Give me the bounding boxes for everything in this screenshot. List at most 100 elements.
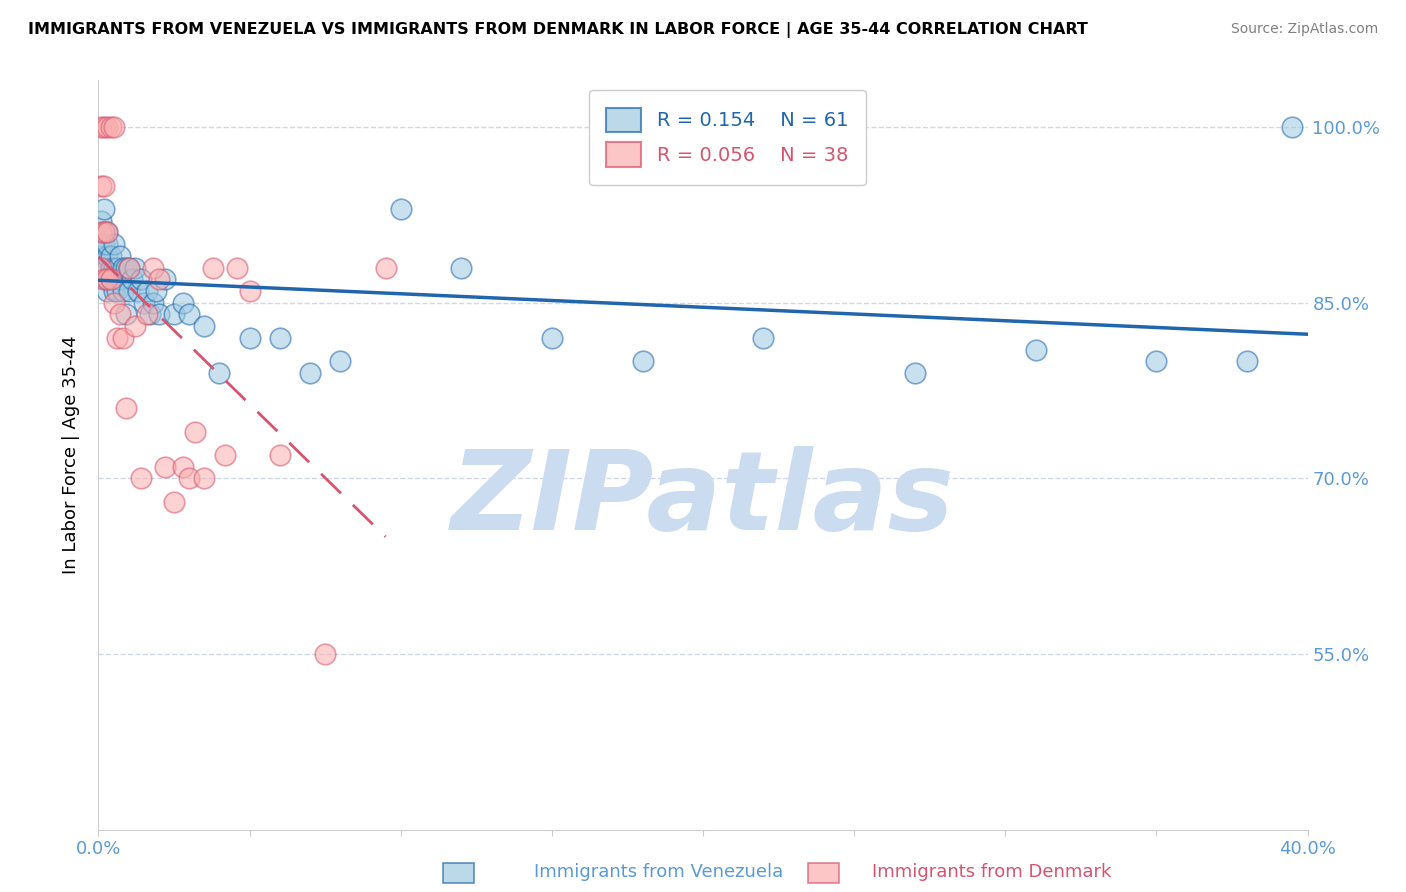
Point — [100, 260, 122, 275]
Point — [1144, 354, 1167, 368]
Point — [96, 284, 118, 298]
Point — [108, 249, 131, 263]
Point — [193, 319, 215, 334]
Point — [269, 448, 291, 462]
Point — [450, 260, 472, 275]
Point — [142, 295, 165, 310]
Point — [96, 272, 118, 286]
Point — [121, 272, 143, 286]
Text: ZIPatlas: ZIPatlas — [451, 446, 955, 553]
Point — [127, 284, 149, 298]
Point — [93, 272, 115, 286]
Point — [374, 260, 396, 275]
Point — [93, 202, 115, 216]
Text: Immigrants from Venezuela: Immigrants from Venezuela — [534, 863, 783, 881]
Point — [118, 260, 141, 275]
Point — [163, 307, 186, 321]
Point — [153, 459, 176, 474]
Text: Source: ZipAtlas.com: Source: ZipAtlas.com — [1230, 22, 1378, 37]
Point — [153, 272, 176, 286]
Point — [172, 459, 194, 474]
Point — [90, 260, 112, 275]
Point — [132, 295, 155, 310]
Point — [329, 354, 352, 368]
Point — [208, 366, 231, 380]
Point — [90, 178, 112, 193]
Point — [179, 471, 201, 485]
Point — [96, 249, 118, 263]
Point — [93, 178, 115, 193]
Point — [129, 272, 152, 286]
Point — [1236, 354, 1258, 368]
Point — [135, 307, 157, 321]
Point — [148, 272, 170, 286]
Point — [90, 249, 112, 263]
Point — [118, 260, 141, 275]
Point — [184, 425, 207, 439]
Point — [1024, 343, 1046, 357]
Point — [111, 331, 134, 345]
Point — [239, 284, 262, 298]
Point — [96, 120, 118, 134]
Point — [111, 260, 134, 275]
Legend: R = 0.154    N = 61, R = 0.056    N = 38: R = 0.154 N = 61, R = 0.056 N = 38 — [589, 90, 866, 185]
Point — [96, 260, 118, 275]
Point — [111, 284, 134, 298]
Point — [90, 226, 112, 240]
Point — [145, 284, 167, 298]
Point — [631, 354, 654, 368]
Point — [1281, 120, 1303, 134]
Point — [540, 331, 562, 345]
Point — [100, 272, 122, 286]
Y-axis label: In Labor Force | Age 35-44: In Labor Force | Age 35-44 — [62, 335, 80, 574]
Point — [93, 120, 115, 134]
Point — [93, 226, 115, 240]
Point — [114, 401, 136, 415]
Point — [100, 249, 122, 263]
Point — [179, 307, 201, 321]
Point — [105, 331, 128, 345]
Point — [129, 471, 152, 485]
Point — [389, 202, 412, 216]
Point — [214, 448, 236, 462]
Point — [103, 284, 125, 298]
Point — [93, 237, 115, 252]
Point — [114, 260, 136, 275]
Point — [114, 307, 136, 321]
Point — [135, 284, 157, 298]
Point — [269, 331, 291, 345]
Point — [193, 471, 215, 485]
Point — [124, 260, 146, 275]
Point — [100, 120, 122, 134]
Point — [118, 284, 141, 298]
Text: Immigrants from Denmark: Immigrants from Denmark — [872, 863, 1111, 881]
Point — [96, 226, 118, 240]
Point — [103, 295, 125, 310]
Point — [90, 237, 112, 252]
Point — [103, 260, 125, 275]
Point — [93, 260, 115, 275]
Point — [90, 120, 112, 134]
Point — [139, 307, 162, 321]
Point — [299, 366, 322, 380]
Point — [108, 272, 131, 286]
Point — [90, 260, 112, 275]
Point — [226, 260, 249, 275]
Point — [239, 331, 262, 345]
Point — [105, 284, 128, 298]
Point — [96, 237, 118, 252]
Point — [148, 307, 170, 321]
Point — [93, 272, 115, 286]
Point — [124, 319, 146, 334]
Point — [142, 260, 165, 275]
Point — [103, 120, 125, 134]
Point — [103, 237, 125, 252]
Point — [96, 226, 118, 240]
Point — [163, 494, 186, 508]
Point — [108, 307, 131, 321]
Point — [314, 647, 336, 661]
Point — [100, 272, 122, 286]
Point — [105, 260, 128, 275]
Point — [90, 213, 112, 227]
Point — [904, 366, 927, 380]
